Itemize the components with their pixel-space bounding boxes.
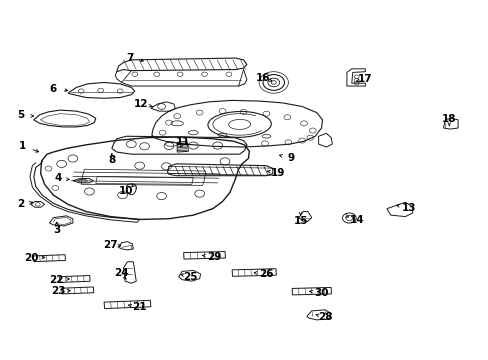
Text: 26: 26	[259, 269, 273, 279]
Text: 4: 4	[55, 173, 62, 183]
Text: 13: 13	[401, 203, 416, 213]
Text: 27: 27	[103, 239, 118, 249]
Text: 2: 2	[18, 199, 25, 210]
Text: 8: 8	[108, 155, 115, 165]
Text: 5: 5	[18, 111, 25, 121]
Text: 17: 17	[357, 74, 372, 84]
Text: 23: 23	[51, 286, 65, 296]
Text: 11: 11	[176, 137, 190, 147]
Text: 3: 3	[53, 225, 61, 235]
Text: 16: 16	[255, 73, 270, 83]
Text: 18: 18	[441, 114, 456, 124]
Text: 19: 19	[270, 168, 285, 178]
Text: 24: 24	[114, 268, 129, 278]
Text: 28: 28	[317, 312, 331, 322]
Text: 7: 7	[126, 53, 133, 63]
Text: 20: 20	[23, 253, 38, 263]
Text: 12: 12	[134, 99, 148, 109]
Text: 25: 25	[183, 272, 198, 282]
Text: 15: 15	[293, 216, 307, 226]
Text: 10: 10	[119, 186, 134, 197]
Text: 14: 14	[348, 215, 363, 225]
Text: 30: 30	[314, 288, 328, 298]
Text: 9: 9	[286, 153, 294, 163]
Text: 22: 22	[49, 275, 64, 285]
Text: 1: 1	[19, 141, 26, 151]
Text: 6: 6	[50, 84, 57, 94]
Text: 21: 21	[132, 302, 146, 312]
Text: 29: 29	[206, 252, 221, 262]
